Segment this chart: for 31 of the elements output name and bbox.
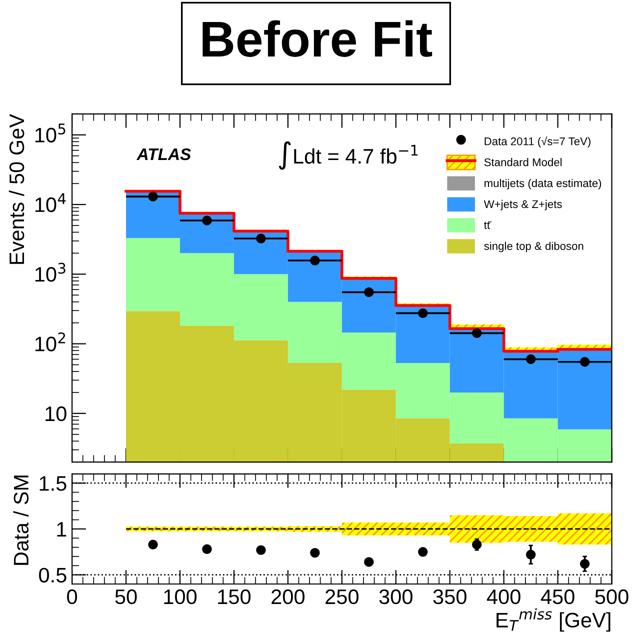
y-tick-label: 1 xyxy=(57,522,66,537)
x-tick-label: 200 xyxy=(272,589,305,604)
y-tick-label: 1.5 xyxy=(40,476,66,491)
y-axis-title: Data / SM xyxy=(13,476,29,565)
x-axis-title: E$_{T}$$^{miss}$ [GeV] xyxy=(496,608,610,632)
annotation: ATLAS xyxy=(136,148,191,160)
x-tick-label: 450 xyxy=(540,589,574,604)
y-tick-label: 10$^{3}$ xyxy=(35,262,66,282)
legend-label: Standard Model xyxy=(484,158,562,166)
chart-title: Before Fit xyxy=(202,20,432,57)
x-tick-label: 250 xyxy=(326,589,358,604)
legend-label: single top & diboson xyxy=(484,242,584,252)
y-tick-label: 0.5 xyxy=(39,568,66,583)
x-tick-label: 500 xyxy=(595,589,628,604)
y-tick-label: 10$^{4}$ xyxy=(35,193,66,212)
legend-label: tt̄ xyxy=(484,222,492,230)
x-tick-label: 100 xyxy=(164,589,197,604)
y-tick-label: 10$^{5}$ xyxy=(35,124,66,142)
annotation: ∫Ldt = 4.7 fb$^{−1}$ xyxy=(278,141,418,170)
legend-label: multijets (data estimate) xyxy=(484,178,602,190)
x-tick-label: 350 xyxy=(433,589,466,604)
x-tick-label: 0 xyxy=(67,589,78,604)
legend-label: Data 2011 (√s=7 TeV) xyxy=(484,136,590,148)
x-tick-label: 50 xyxy=(115,589,137,604)
x-tick-label: 300 xyxy=(379,589,412,604)
x-tick-label: 150 xyxy=(218,589,251,604)
y-tick-label: 10 xyxy=(46,406,66,422)
y-axis-title: Events / 50 GeV xyxy=(8,114,24,264)
x-tick-label: 400 xyxy=(486,589,520,604)
legend-label: W+jets & Z+jets xyxy=(484,200,562,210)
y-tick-label: 10$^{2}$ xyxy=(35,332,66,352)
